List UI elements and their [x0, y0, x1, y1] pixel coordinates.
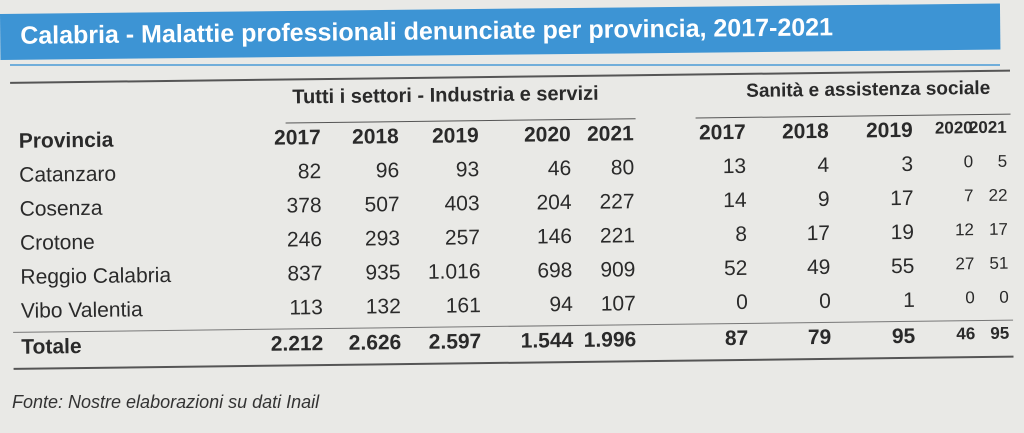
cell-value: 161 — [445, 294, 481, 318]
column-header-year: 2020 — [523, 123, 571, 147]
total-value: 46 — [956, 324, 976, 344]
cell-value: 507 — [364, 193, 400, 217]
cell-value: 1.016 — [427, 260, 481, 284]
cell-value: 80 — [610, 156, 635, 180]
cell-value: 5 — [997, 151, 1008, 171]
cell-value: 0 — [965, 288, 975, 308]
cell-value: 293 — [364, 227, 401, 251]
total-value: 2.212 — [270, 332, 324, 356]
cell-value: 909 — [600, 258, 636, 282]
cell-value: 221 — [599, 224, 636, 248]
column-header-provincia: Provincia — [18, 128, 114, 153]
row-name: Catanzaro — [19, 162, 117, 187]
cell-value: 14 — [723, 188, 747, 213]
cell-value: 403 — [444, 192, 480, 216]
cell-value: 0 — [818, 289, 831, 314]
column-header-year: 2018 — [351, 125, 399, 149]
column-header-year: 2020 — [934, 118, 973, 138]
cell-value: 204 — [536, 191, 572, 215]
total-value: 95 — [891, 324, 916, 349]
cell-value: 94 — [549, 293, 573, 317]
cell-value: 698 — [537, 259, 573, 283]
column-header-year: 2019 — [865, 118, 913, 143]
cell-value: 17 — [890, 186, 914, 211]
cell-value: 0 — [735, 290, 748, 315]
cell-value: 93 — [455, 158, 480, 182]
row-name: Crotone — [19, 230, 95, 255]
source-footnote: Fonte: Nostre elaborazioni su dati Inail — [12, 392, 320, 412]
cell-value: 12 — [954, 220, 975, 240]
row-name: Reggio Calabria — [20, 263, 172, 289]
total-value: 1.996 — [583, 328, 637, 352]
cell-value: 55 — [890, 254, 915, 279]
group-header-health: Sanità e assistenza sociale — [746, 77, 991, 102]
cell-value: 17 — [806, 221, 831, 246]
cell-value: 837 — [287, 262, 323, 286]
cell-value: 46 — [547, 157, 572, 181]
cell-value: 3 — [901, 152, 914, 176]
cell-value: 1 — [902, 288, 915, 312]
column-header-year: 2021 — [968, 117, 1007, 138]
column-header-year: 2017 — [273, 126, 321, 150]
column-header-year: 2018 — [781, 119, 829, 144]
total-value: 1.544 — [520, 329, 574, 353]
row-name: Vibo Valentia — [20, 298, 143, 323]
cell-value: 113 — [289, 296, 323, 320]
cell-value: 22 — [988, 185, 1008, 205]
cell-value: 257 — [444, 226, 481, 250]
title-underline — [10, 64, 1000, 66]
cell-value: 49 — [806, 255, 831, 280]
cell-value: 7 — [963, 186, 974, 206]
cell-value: 4 — [817, 153, 830, 178]
row-name: Cosenza — [19, 196, 103, 221]
cell-value: 9 — [817, 187, 830, 212]
cell-value: 8 — [735, 222, 748, 247]
total-value: 95 — [990, 323, 1010, 343]
cell-value: 107 — [600, 292, 636, 316]
cell-value: 51 — [989, 253, 1009, 273]
cell-value: 378 — [286, 194, 322, 218]
cell-value: 246 — [286, 228, 323, 252]
cell-value: 132 — [365, 295, 401, 319]
cell-value: 19 — [890, 220, 915, 245]
group-header-all-sectors: Tutti i settori - Industria e servizi — [292, 82, 599, 109]
column-header-year: 2017 — [698, 120, 746, 145]
cell-value: 227 — [599, 190, 635, 214]
total-value: 2.597 — [428, 330, 482, 354]
total-value: 87 — [724, 326, 749, 351]
cell-value: 13 — [722, 154, 747, 179]
cell-value: 0 — [963, 152, 974, 172]
column-header-year: 2019 — [431, 124, 479, 148]
cell-value: 27 — [955, 254, 975, 274]
cell-value: 146 — [536, 225, 573, 249]
cell-value: 82 — [297, 160, 322, 184]
total-value: 2.626 — [348, 331, 402, 355]
cell-value: 17 — [988, 219, 1009, 239]
title-bar: Calabria - Malattie professionali denunc… — [0, 3, 1001, 60]
cell-value: 935 — [365, 261, 401, 285]
total-value: 79 — [807, 325, 832, 350]
table-title: Calabria - Malattie professionali denunc… — [20, 13, 834, 50]
column-header-year: 2021 — [586, 122, 634, 146]
cell-value: 0 — [999, 287, 1009, 307]
total-label: Totale — [21, 335, 82, 359]
cell-value: 52 — [723, 256, 748, 281]
cell-value: 96 — [375, 159, 400, 183]
